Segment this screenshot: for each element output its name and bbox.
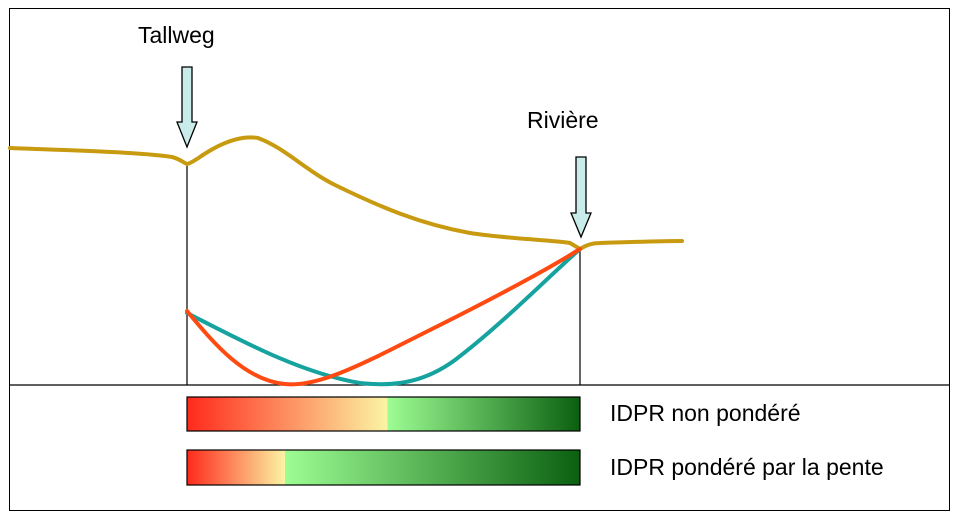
unweighted-bar-label: IDPR non pondéré [610,400,801,426]
weighted-idpr-curve [185,247,582,387]
unweighted-idpr-curve [185,247,582,387]
river-label: Rivière [527,107,599,133]
thalweg-arrow-icon [176,66,198,149]
unweighted-idpr-bar [186,396,581,432]
river-arrow-icon [570,156,592,239]
thalweg-label: Tallweg [138,22,215,48]
weighted-bar-label: IDPR pondéré par la pente [610,454,884,480]
terrain-profile-line [8,135,684,251]
weighted-idpr-bar [186,449,581,486]
